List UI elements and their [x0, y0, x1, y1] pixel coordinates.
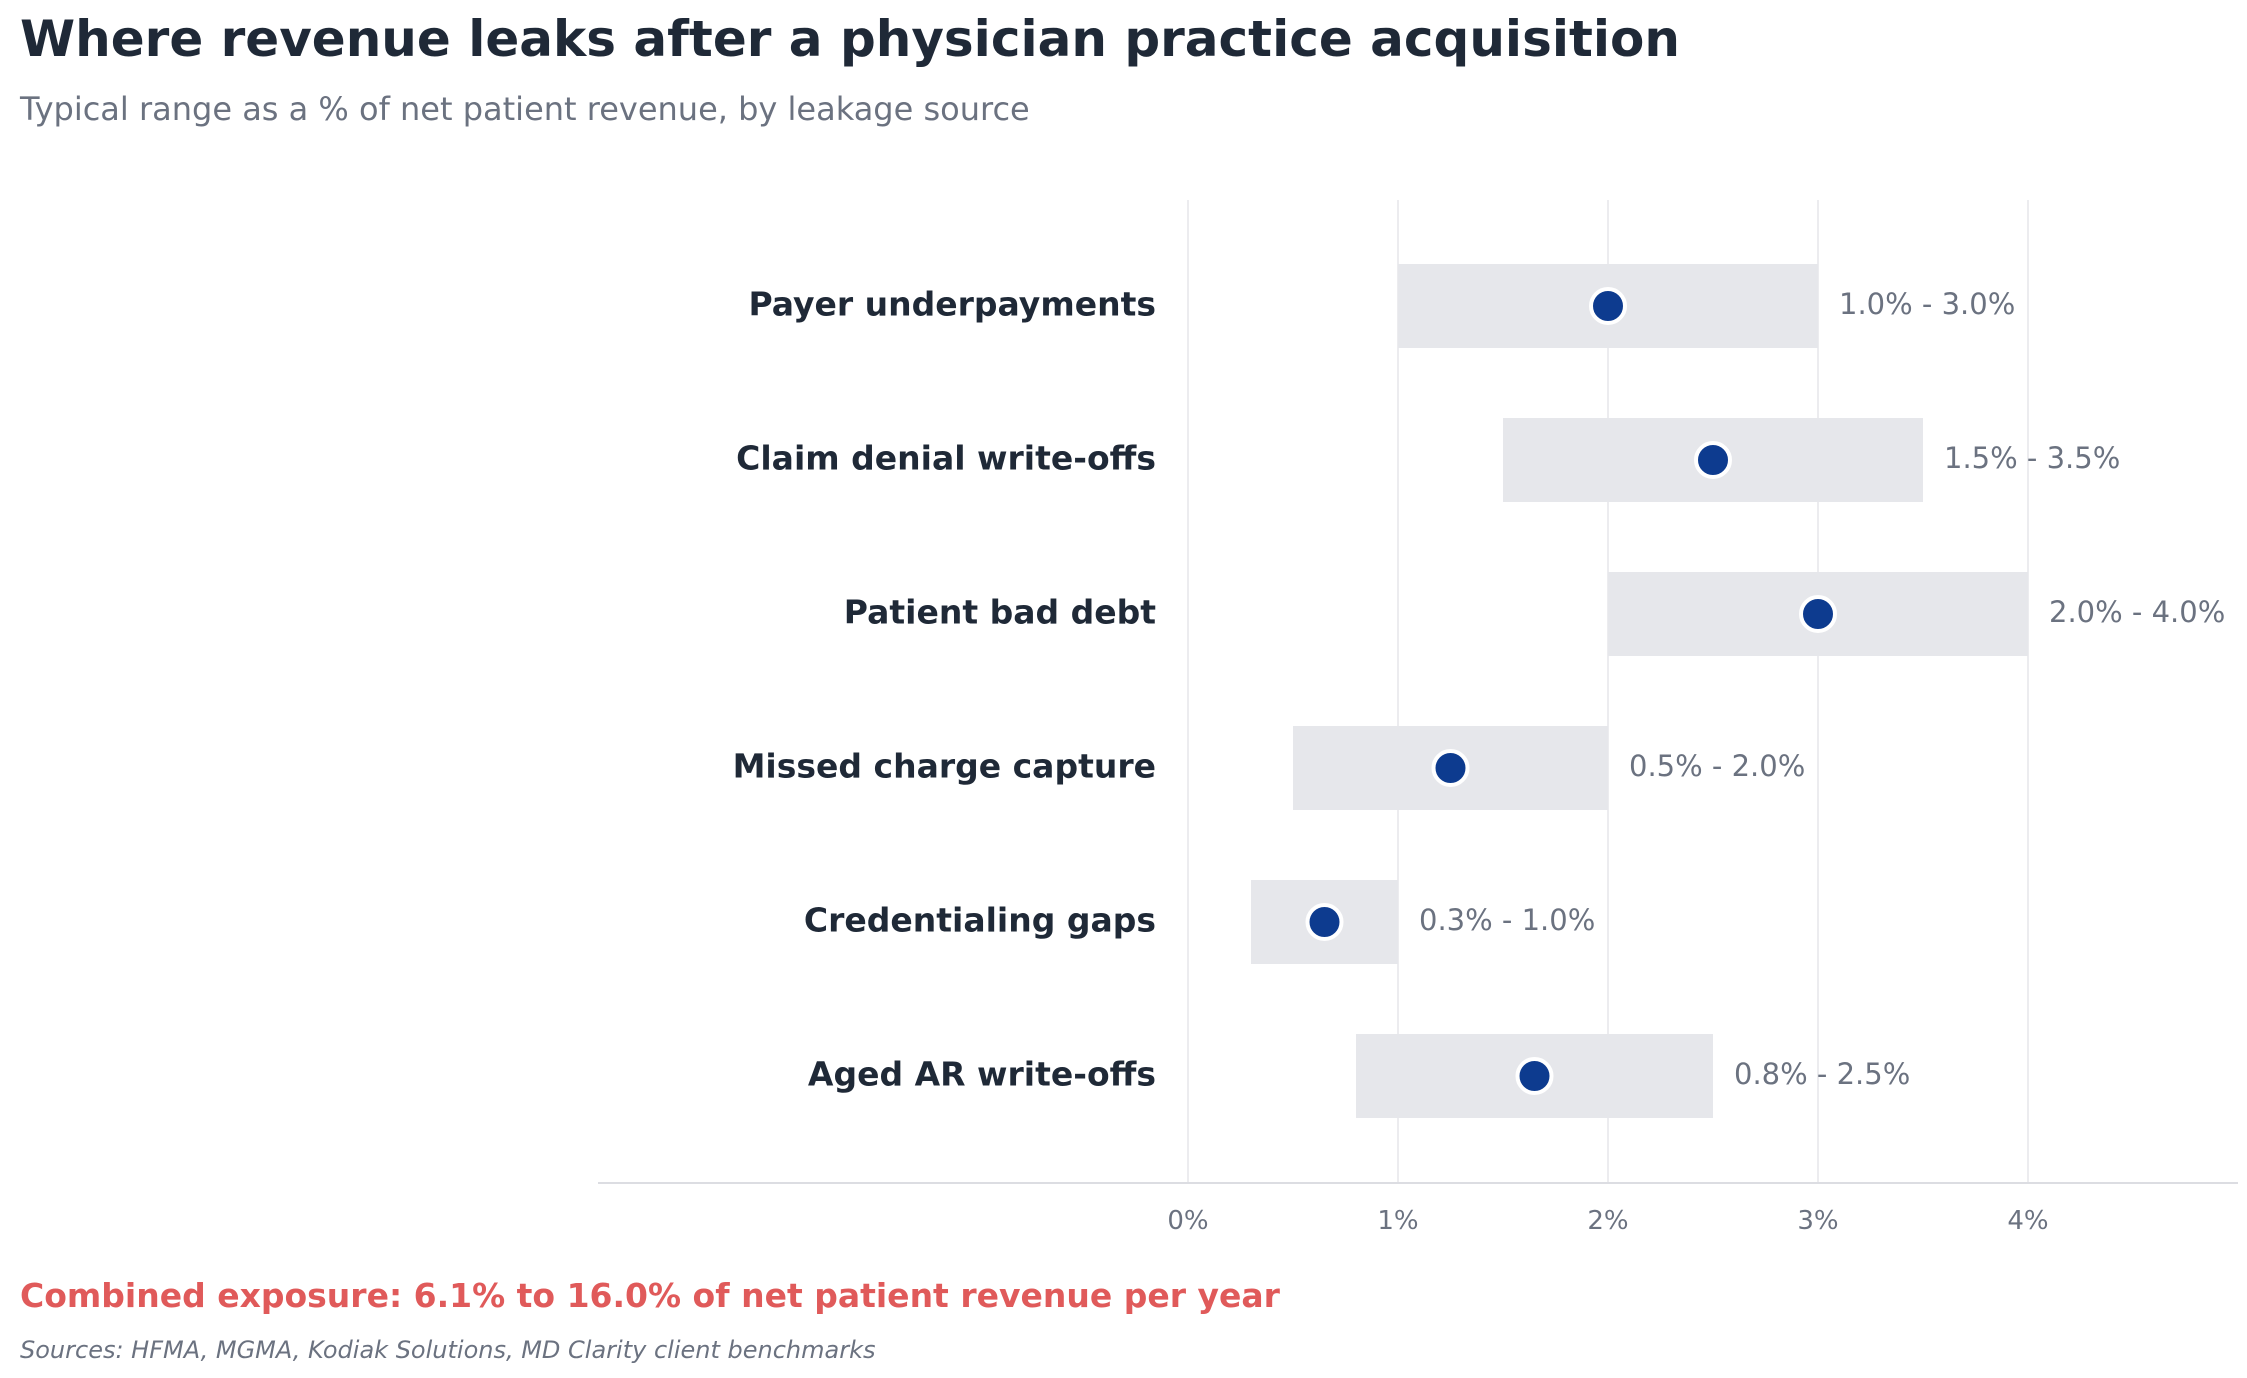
midpoint-dot: [1305, 903, 1344, 941]
midpoint-dots: [1305, 287, 1837, 1095]
midpoint-dot: [1694, 441, 1732, 479]
category-label: Aged AR write-offs: [808, 1055, 1156, 1094]
midpoint-dot: [1515, 1057, 1554, 1095]
range-label: 0.8% - 2.5%: [1734, 1057, 1910, 1091]
category-label: Patient bad debt: [844, 593, 1156, 632]
range-label: 2.0% - 4.0%: [2049, 595, 2225, 629]
range-label: 0.5% - 2.0%: [1629, 749, 1805, 783]
category-label: Claim denial write-offs: [736, 439, 1156, 478]
range-label: 1.5% - 3.5%: [1944, 441, 2120, 475]
combined-exposure-callout: Combined exposure: 6.1% to 16.0% of net …: [20, 1276, 1280, 1315]
midpoint-dot: [1799, 595, 1837, 633]
x-tick-label: 1%: [1377, 1206, 1418, 1236]
range-label: 0.3% - 1.0%: [1419, 903, 1595, 937]
sources-note: Sources: HFMA, MGMA, Kodiak Solutions, M…: [20, 1336, 876, 1364]
range-dot-chart: Payer underpayments Claim denial write-of…: [598, 200, 2238, 1236]
chart-title: Where revenue leaks after a physician pr…: [20, 10, 1680, 68]
midpoint-dot: [1589, 287, 1627, 325]
midpoint-dot: [1431, 749, 1470, 787]
x-axis: 0% 1% 2% 3% 4%: [598, 1182, 2238, 1236]
chart-subtitle: Typical range as a % of net patient reve…: [20, 90, 1030, 128]
category-label: Payer underpayments: [748, 285, 1156, 324]
category-label: Missed charge capture: [733, 747, 1156, 786]
category-label: Credentialing gaps: [804, 901, 1156, 940]
gridlines: [1187, 200, 2029, 1183]
range-bars: [1251, 264, 2028, 1118]
x-tick-label: 3%: [1797, 1206, 1838, 1236]
x-tick-label: 0%: [1167, 1206, 1208, 1236]
x-tick-label: 2%: [1587, 1206, 1628, 1236]
x-tick-label: 4%: [2007, 1206, 2048, 1236]
range-label: 1.0% - 3.0%: [1839, 287, 2015, 321]
category-labels: Payer underpayments Claim denial write-of…: [733, 285, 1157, 1094]
range-labels: 1.0% - 3.0% 1.5% - 3.5% 2.0% - 4.0% 0.5% - …: [1419, 287, 2225, 1091]
